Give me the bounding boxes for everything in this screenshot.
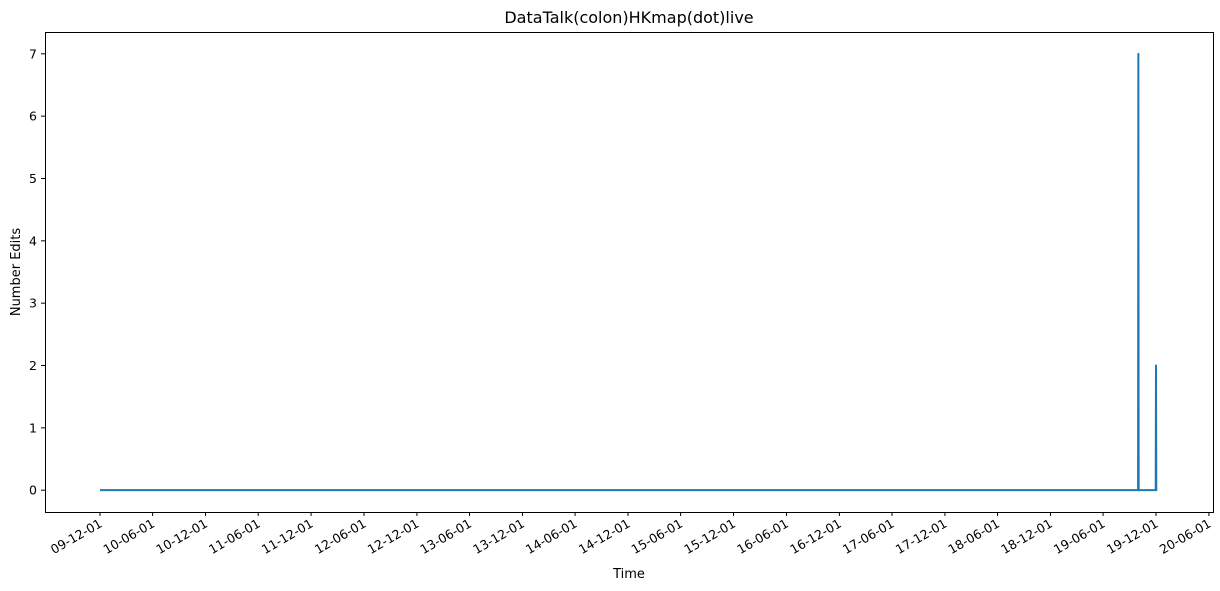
x-tick-label: 10-12-01 (153, 516, 210, 557)
x-tick-label: 14-06-01 (523, 516, 580, 557)
y-tick-label: 5 (29, 171, 37, 186)
y-tick-label: 4 (29, 233, 37, 248)
x-tick-label: 10-06-01 (100, 516, 157, 557)
x-tick-label: 20-06-01 (1157, 516, 1214, 557)
series-line (100, 52, 1158, 492)
x-tick-label: 12-06-01 (312, 516, 369, 557)
x-tick-label: 19-12-01 (1104, 516, 1161, 557)
x-tick-label: 15-12-01 (681, 516, 738, 557)
x-tick-label: 16-06-01 (734, 516, 791, 557)
y-tick-label: 2 (29, 358, 37, 373)
y-axis-ticks: 0 1 2 3 4 5 6 7 (29, 46, 45, 498)
x-tick-label: 11-06-01 (206, 516, 263, 557)
x-tick-label: 19-06-01 (1051, 516, 1108, 557)
x-tick-label: 18-12-01 (998, 516, 1055, 557)
x-tick-label: 15-06-01 (628, 516, 685, 557)
x-tick-label: 17-06-01 (840, 516, 897, 557)
y-tick-label: 1 (29, 420, 37, 435)
y-tick-label: 6 (29, 109, 37, 124)
x-tick-label: 09-12-01 (48, 516, 105, 557)
x-tick-label: 13-06-01 (417, 516, 474, 557)
x-tick-label: 16-12-01 (787, 516, 844, 557)
x-tick-label: 11-12-01 (259, 516, 316, 557)
y-axis-label: Number Edits (9, 228, 24, 317)
y-tick-label: 0 (29, 483, 37, 498)
y-tick-label: 3 (29, 296, 37, 311)
y-tick-label: 7 (29, 46, 37, 61)
x-tick-label: 12-12-01 (365, 516, 422, 557)
plot-frame (45, 32, 1214, 513)
x-tick-label: 13-12-01 (470, 516, 527, 557)
x-axis-label: Time (612, 567, 645, 582)
x-tick-label: 14-12-01 (576, 516, 633, 557)
x-axis-ticks: 09-12-0110-06-0110-12-0111-06-0111-12-01… (48, 512, 1214, 557)
x-tick-label: 17-12-01 (893, 516, 950, 557)
chart-title: DataTalk(colon)HKmap(dot)live (504, 8, 753, 27)
x-tick-label: 18-06-01 (945, 516, 1002, 557)
